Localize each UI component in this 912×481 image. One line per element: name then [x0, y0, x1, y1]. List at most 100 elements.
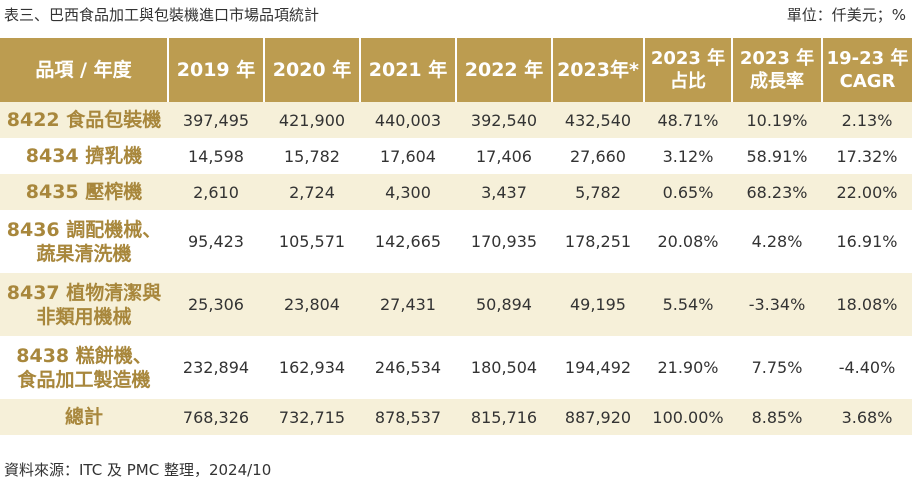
cell-2023: 432,540	[552, 102, 644, 138]
header-item: 品項 / 年度	[0, 38, 169, 102]
cell-2022: 3,437	[456, 174, 552, 210]
cell-2023: 27,660	[552, 138, 644, 174]
row-item-line1: 8435 壓榨機	[25, 181, 143, 203]
header-2021: 2021 年	[360, 38, 457, 102]
cell-2019: 25,306	[168, 273, 264, 336]
table-caption: 表三、巴西食品加工與包裝機進口市場品項統計	[4, 6, 320, 24]
row-item-line1: 總計	[64, 406, 103, 428]
cell-2023: 178,251	[552, 210, 644, 273]
header-growth-line2: 成長率	[750, 71, 804, 92]
caption-row: 表三、巴西食品加工與包裝機進口市場品項統計 單位：仟美元；%	[0, 0, 912, 30]
cell-2021: 4,300	[360, 174, 456, 210]
cell-2020: 2,724	[264, 174, 360, 210]
cell-2022: 180,504	[456, 336, 552, 399]
cell-growth: 58.91%	[732, 138, 822, 174]
header-cagr: 19-23 年 CAGR	[822, 38, 912, 102]
table-row: 8434 擠乳機 14,598 15,782 17,604 17,406 27,…	[0, 138, 912, 174]
cell-growth: 68.23%	[732, 174, 822, 210]
unit-label: 單位：仟美元；%	[786, 6, 906, 24]
row-item: 8436 調配機械、 蔬果清洗機	[0, 210, 168, 273]
cell-2020: 15,782	[264, 138, 360, 174]
cell-2019: 232,894	[168, 336, 264, 399]
cell-cagr: 18.08%	[822, 273, 912, 336]
cell-2022: 815,716	[456, 399, 552, 435]
header-share-line1: 2023 年	[650, 48, 726, 69]
table-row: 8437 植物清潔與 非類用機械 25,306 23,804 27,431 50…	[0, 273, 912, 336]
header-cagr-line1: 19-23 年	[826, 48, 909, 69]
row-item: 8434 擠乳機	[0, 138, 168, 174]
header-growth: 2023 年 成長率	[732, 38, 823, 102]
row-item-line2: 食品加工製造機	[17, 368, 151, 391]
row-item-total: 總計	[0, 399, 168, 435]
row-item-line1: 8434 擠乳機	[25, 145, 143, 167]
cell-cagr: -4.40%	[822, 336, 912, 399]
cell-2021: 440,003	[360, 102, 456, 138]
cell-2020: 421,900	[264, 102, 360, 138]
row-item-line2: 非類用機械	[36, 305, 132, 328]
cell-2019: 2,610	[168, 174, 264, 210]
cell-share: 20.08%	[644, 210, 732, 273]
header-growth-line1: 2023 年	[739, 48, 815, 69]
cell-2023: 49,195	[552, 273, 644, 336]
cell-share: 100.00%	[644, 399, 732, 435]
cell-cagr: 16.91%	[822, 210, 912, 273]
header-2020: 2020 年	[264, 38, 361, 102]
row-item: 8422 食品包裝機	[0, 102, 168, 138]
header-2022: 2022 年	[456, 38, 553, 102]
cell-growth: 4.28%	[732, 210, 822, 273]
row-item: 8438 糕餅機、 食品加工製造機	[0, 336, 168, 399]
header-row: 品項 / 年度 2019 年 2020 年 2021 年 2022 年 2023…	[0, 38, 912, 102]
cell-2023: 887,920	[552, 399, 644, 435]
table-row: 8436 調配機械、 蔬果清洗機 95,423 105,571 142,665 …	[0, 210, 912, 273]
cell-2022: 392,540	[456, 102, 552, 138]
cell-cagr: 2.13%	[822, 102, 912, 138]
cell-2020: 732,715	[264, 399, 360, 435]
cell-cagr: 17.32%	[822, 138, 912, 174]
row-item-line1: 8437 植物清潔與	[6, 281, 162, 304]
table-row: 8435 壓榨機 2,610 2,724 4,300 3,437 5,782 0…	[0, 174, 912, 210]
import-statistics-table: 品項 / 年度 2019 年 2020 年 2021 年 2022 年 2023…	[0, 38, 912, 435]
row-item-line1: 8438 糕餅機、	[16, 344, 152, 367]
cell-2021: 17,604	[360, 138, 456, 174]
cell-2023: 194,492	[552, 336, 644, 399]
cell-2019: 768,326	[168, 399, 264, 435]
cell-share: 5.54%	[644, 273, 732, 336]
row-item: 8435 壓榨機	[0, 174, 168, 210]
table-row: 8438 糕餅機、 食品加工製造機 232,894 162,934 246,53…	[0, 336, 912, 399]
cell-2021: 878,537	[360, 399, 456, 435]
cell-2023: 5,782	[552, 174, 644, 210]
cell-share: 3.12%	[644, 138, 732, 174]
table-row: 8422 食品包裝機 397,495 421,900 440,003 392,5…	[0, 102, 912, 138]
cell-2021: 27,431	[360, 273, 456, 336]
cell-2022: 170,935	[456, 210, 552, 273]
cell-2021: 142,665	[360, 210, 456, 273]
cell-2019: 95,423	[168, 210, 264, 273]
header-cagr-line2: CAGR	[839, 71, 896, 92]
header-share-line2: 占比	[670, 71, 706, 92]
cell-2019: 14,598	[168, 138, 264, 174]
source-note: 資料來源：ITC 及 PMC 整理，2024/10	[4, 461, 272, 479]
cell-share: 21.90%	[644, 336, 732, 399]
cell-2020: 23,804	[264, 273, 360, 336]
cell-2022: 17,406	[456, 138, 552, 174]
cell-2020: 162,934	[264, 336, 360, 399]
cell-2022: 50,894	[456, 273, 552, 336]
header-2023: 2023年*	[552, 38, 645, 102]
header-2019: 2019 年	[168, 38, 265, 102]
row-item: 8437 植物清潔與 非類用機械	[0, 273, 168, 336]
header-share: 2023 年 占比	[644, 38, 733, 102]
cell-growth: 10.19%	[732, 102, 822, 138]
cell-growth: -3.34%	[732, 273, 822, 336]
cell-cagr: 22.00%	[822, 174, 912, 210]
cell-2020: 105,571	[264, 210, 360, 273]
cell-2021: 246,534	[360, 336, 456, 399]
cell-share: 0.65%	[644, 174, 732, 210]
cell-growth: 7.75%	[732, 336, 822, 399]
cell-share: 48.71%	[644, 102, 732, 138]
row-item-line2: 蔬果清洗機	[36, 242, 132, 265]
cell-cagr: 3.68%	[822, 399, 912, 435]
row-item-line1: 8422 食品包裝機	[6, 109, 162, 131]
cell-growth: 8.85%	[732, 399, 822, 435]
cell-2019: 397,495	[168, 102, 264, 138]
total-row: 總計 768,326 732,715 878,537 815,716 887,9…	[0, 399, 912, 435]
